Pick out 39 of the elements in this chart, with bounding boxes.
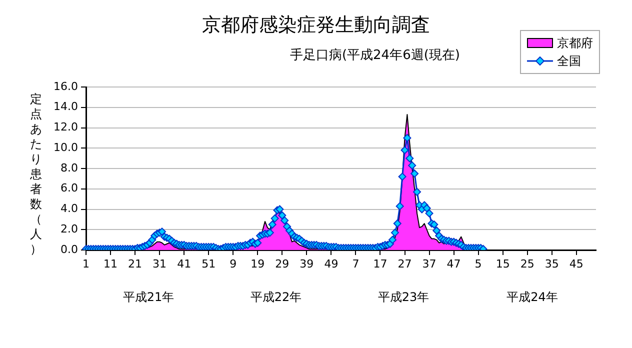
chart-subtitle: 手足口病(平成24年6週(現在): [288, 47, 460, 64]
x-tick-label: 25: [520, 257, 534, 270]
x-tick-label: 15: [496, 257, 510, 270]
y-tick-label: 0.0: [60, 242, 78, 256]
x-tick-label: 41: [177, 257, 192, 270]
x-tick-label: 29: [275, 257, 290, 270]
text: 平成21年: [122, 290, 174, 304]
x-tick-label: 37: [422, 257, 436, 270]
y-tick-label: 4.0: [60, 202, 78, 216]
y-tick-label: 6.0: [60, 182, 78, 195]
y-tick-label: 8.0: [60, 161, 78, 174]
y-tick-label: 14.0: [54, 100, 78, 114]
x-tick-label: 7: [352, 257, 360, 270]
chart-title: 京都府感染症発生動向調査: [202, 14, 430, 36]
x-tick-label: 49: [324, 257, 338, 270]
x-tick-label: 19: [250, 257, 265, 270]
x-tick-label: 11: [104, 257, 118, 270]
text: 平成22年: [250, 290, 302, 304]
x-tick-label: 45: [569, 257, 584, 270]
y-tick-label: 16.0: [54, 80, 78, 93]
x-tick-label: 35: [544, 257, 559, 270]
y-tick-label: 12.0: [54, 120, 78, 134]
x-tick-label: 21: [128, 257, 142, 270]
x-tick-label: 17: [373, 257, 388, 270]
x-tick-label: 47: [446, 257, 461, 270]
text: 平成24年: [506, 290, 558, 304]
y-tick-label: 2.0: [60, 222, 78, 236]
legend-label: 京都府: [557, 34, 593, 52]
text: 平成23年: [378, 290, 430, 304]
x-tick-label: 51: [202, 257, 216, 270]
x-tick-label: 39: [300, 257, 314, 270]
text: 定点あたり患者数（人）: [30, 92, 42, 256]
x-tick-label: 5: [474, 257, 482, 270]
x-tick-label: 31: [152, 257, 167, 270]
legend-label: 全国: [557, 52, 581, 70]
x-tick-label: 1: [82, 257, 90, 270]
x-tick-label: 9: [230, 257, 237, 270]
y-tick-label: 10.0: [54, 140, 78, 154]
x-tick-label: 27: [398, 257, 412, 270]
